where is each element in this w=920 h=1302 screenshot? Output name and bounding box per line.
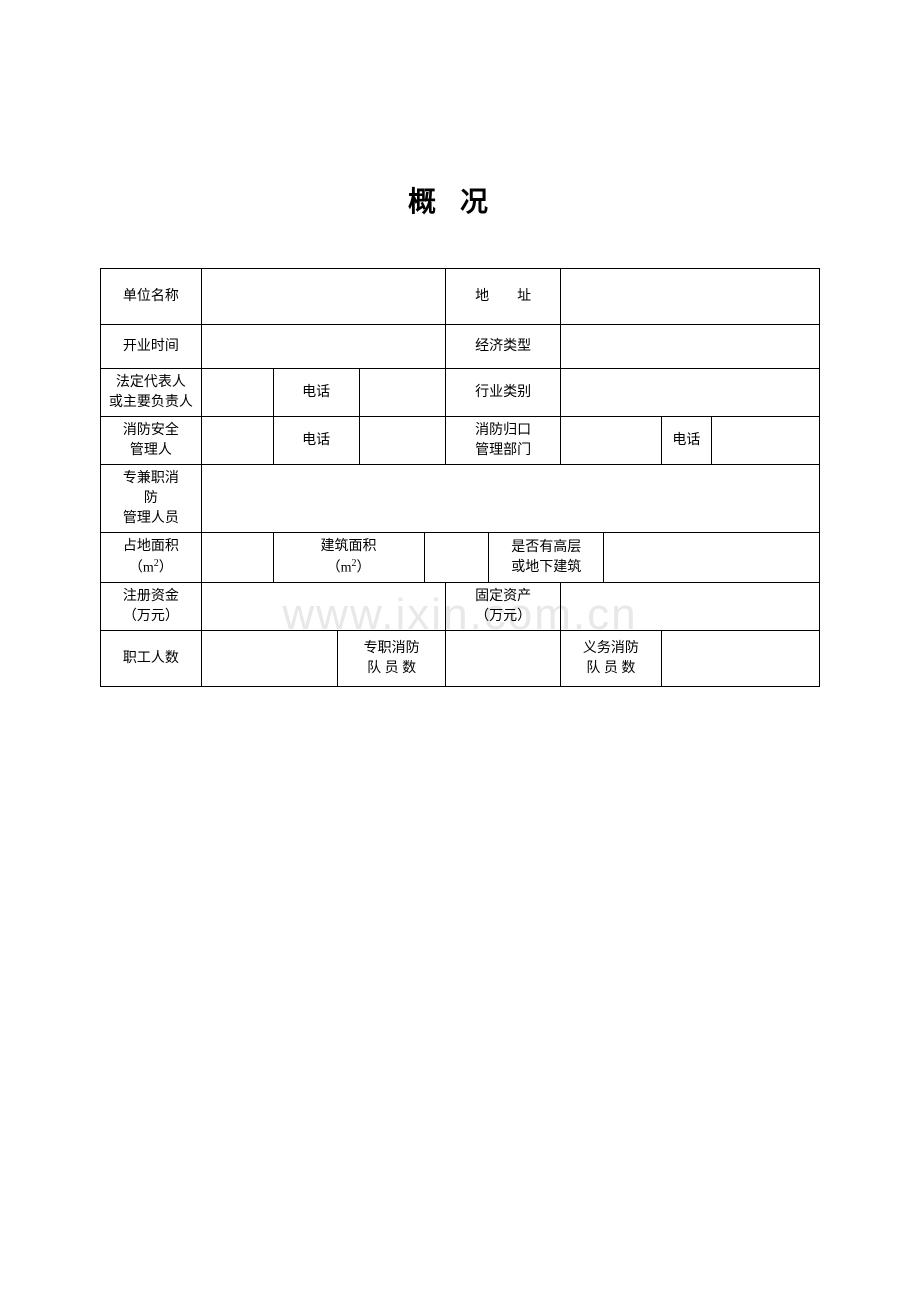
value-address[interactable] — [561, 269, 820, 325]
value-reg-capital[interactable] — [201, 583, 445, 631]
label-address: 地 址 — [446, 269, 561, 325]
value-phone1[interactable] — [359, 369, 445, 417]
value-build-area[interactable] — [424, 533, 489, 583]
label-fire-dept: 消防归口管理部门 — [446, 417, 561, 465]
value-phone2[interactable] — [359, 417, 445, 465]
label-vol-fire: 义务消防队 员 数 — [561, 631, 662, 687]
label-industry: 行业类别 — [446, 369, 561, 417]
value-industry[interactable] — [561, 369, 820, 417]
label-phone1: 电话 — [273, 369, 359, 417]
label-fire-staff: 专兼职消防管理人员 — [101, 465, 202, 533]
label-land-area: 占地面积（m2） — [101, 533, 202, 583]
value-land-area[interactable] — [201, 533, 273, 583]
value-highrise[interactable] — [604, 533, 820, 583]
label-econ-type: 经济类型 — [446, 325, 561, 369]
label-fire-manager: 消防安全管理人 — [101, 417, 202, 465]
value-unit-name[interactable] — [201, 269, 445, 325]
label-fixed-assets: 固定资产（万元） — [446, 583, 561, 631]
label-employees: 职工人数 — [101, 631, 202, 687]
label-highrise: 是否有高层或地下建筑 — [489, 533, 604, 583]
label-phone3: 电话 — [661, 417, 711, 465]
value-fire-dept[interactable] — [561, 417, 662, 465]
label-open-time: 开业时间 — [101, 325, 202, 369]
value-employees[interactable] — [201, 631, 338, 687]
value-vol-fire[interactable] — [661, 631, 819, 687]
value-fire-staff[interactable] — [201, 465, 819, 533]
value-pro-fire[interactable] — [446, 631, 561, 687]
page-title: 概况 — [100, 180, 820, 220]
value-phone3[interactable] — [712, 417, 820, 465]
value-legal-rep[interactable] — [201, 369, 273, 417]
value-econ-type[interactable] — [561, 325, 820, 369]
value-fire-manager[interactable] — [201, 417, 273, 465]
label-unit-name: 单位名称 — [101, 269, 202, 325]
label-build-area: 建筑面积（m2） — [273, 533, 424, 583]
label-phone2: 电话 — [273, 417, 359, 465]
label-legal-rep: 法定代表人或主要负责人 — [101, 369, 202, 417]
page-container: 概况 单位名称 地 址 开业时间 经济类型 — [0, 0, 920, 687]
value-open-time[interactable] — [201, 325, 445, 369]
value-fixed-assets[interactable] — [561, 583, 820, 631]
label-pro-fire: 专职消防队 员 数 — [338, 631, 446, 687]
overview-form-table: 单位名称 地 址 开业时间 经济类型 法定代表人或主要负责人 电话 行业类别 消… — [100, 268, 820, 687]
label-reg-capital: 注册资金（万元） — [101, 583, 202, 631]
